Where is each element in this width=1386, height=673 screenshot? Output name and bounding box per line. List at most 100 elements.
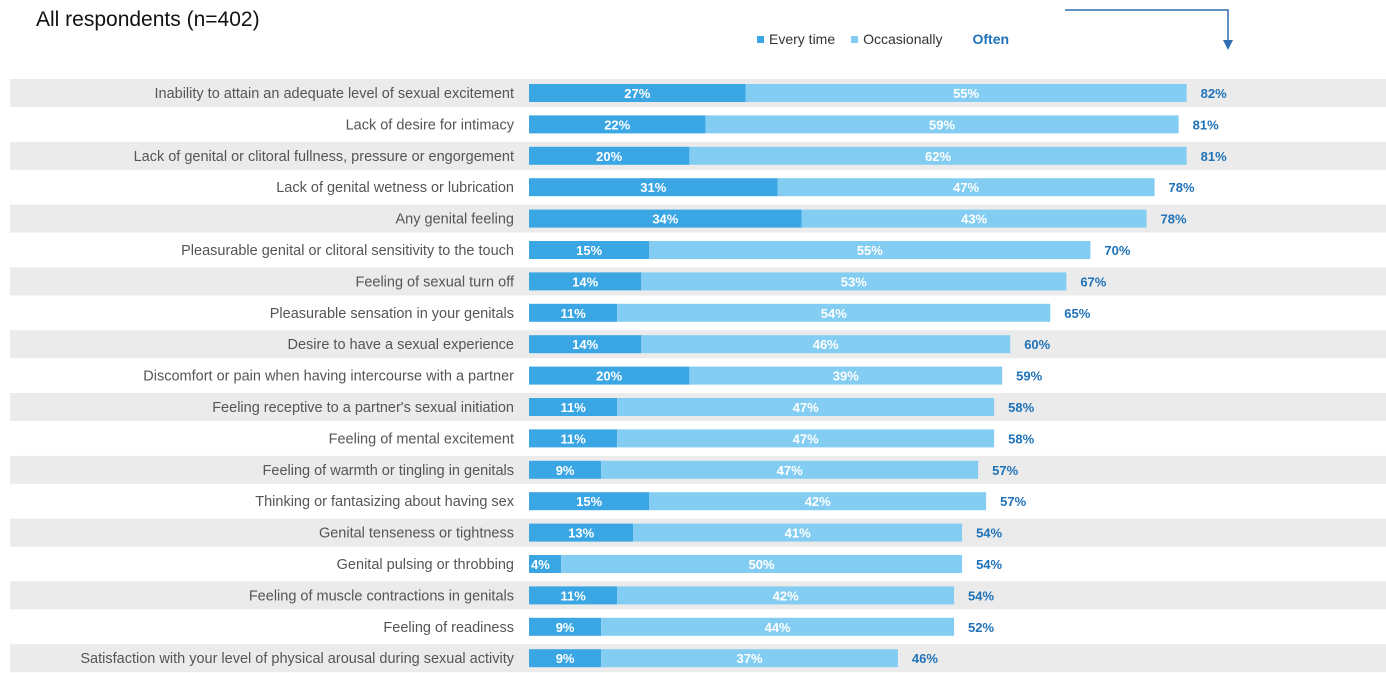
category-label: Lack of desire for intimacy <box>346 117 515 133</box>
bar-every-time <box>529 115 706 134</box>
data-label-total: 60% <box>1024 337 1050 352</box>
chart-title: All respondents (n=402) <box>36 8 260 31</box>
bar-occasionally <box>617 586 955 605</box>
legend-item-every-time: Every time <box>757 31 835 47</box>
data-label-occasionally: 44% <box>765 620 791 635</box>
data-label-every-time: 20% <box>596 369 622 384</box>
data-label-occasionally: 50% <box>749 557 775 572</box>
data-label-total: 65% <box>1064 306 1090 321</box>
category-label: Feeling of mental excitement <box>329 431 514 447</box>
data-label-occasionally: 47% <box>793 400 819 415</box>
bar-every-time <box>529 178 778 197</box>
bar-occasionally <box>745 84 1187 102</box>
data-label-every-time: 14% <box>572 274 598 289</box>
category-label: Any genital feeling <box>396 212 515 228</box>
legend-label-every-time: Every time <box>769 31 836 47</box>
data-label-every-time: 4% <box>531 557 550 572</box>
data-label-total: 52% <box>968 620 994 635</box>
legend-swatch-every-time <box>757 35 764 43</box>
bar-every-time <box>529 492 650 511</box>
data-label-total: 46% <box>912 651 938 666</box>
data-label-total: 78% <box>1161 212 1187 227</box>
bar-every-time <box>529 241 650 259</box>
data-label-every-time: 27% <box>624 86 650 101</box>
bar-every-time <box>529 209 802 228</box>
data-label-every-time: 22% <box>604 117 630 132</box>
bar-occasionally <box>649 492 987 511</box>
data-label-occasionally: 62% <box>925 149 951 164</box>
data-label-total: 81% <box>1193 117 1219 132</box>
data-label-total: 58% <box>1008 431 1034 446</box>
data-label-total: 54% <box>968 588 994 603</box>
category-label: Genital tenseness or tightness <box>319 526 514 542</box>
bar-occasionally <box>633 523 963 542</box>
data-label-total: 67% <box>1080 274 1106 289</box>
bar-every-time <box>529 84 746 102</box>
data-label-occasionally: 47% <box>953 180 979 195</box>
data-label-occasionally: 42% <box>805 494 831 509</box>
data-label-total: 57% <box>992 463 1018 478</box>
category-label: Desire to have a sexual experience <box>288 337 515 353</box>
data-label-occasionally: 41% <box>785 526 811 541</box>
data-label-total: 54% <box>976 526 1002 541</box>
data-label-occasionally: 59% <box>929 117 955 132</box>
data-label-occasionally: 39% <box>833 369 859 384</box>
bar-occasionally <box>601 649 898 668</box>
bar-occasionally <box>561 555 963 573</box>
category-label: Feeling of warmth or tingling in genital… <box>263 463 514 479</box>
bar-occasionally <box>641 335 1011 354</box>
bar-every-time <box>529 555 562 573</box>
bar-occasionally <box>617 398 995 416</box>
data-label-total: 57% <box>1000 494 1026 509</box>
category-label: Feeling of muscle contractions in genita… <box>249 588 514 604</box>
bar-occasionally <box>649 241 1091 259</box>
bar-occasionally <box>601 617 955 636</box>
data-label-every-time: 34% <box>652 212 678 227</box>
category-label: Satisfaction with your level of physical… <box>80 651 514 667</box>
category-label: Pleasurable sensation in your genitals <box>270 306 514 322</box>
bar-every-time <box>529 335 642 354</box>
data-label-every-time: 9% <box>556 651 575 666</box>
down-arrow-icon <box>1065 9 1233 50</box>
bar-occasionally <box>777 178 1155 197</box>
data-label-every-time: 11% <box>560 588 586 603</box>
bar-every-time <box>529 429 618 448</box>
bar-occasionally <box>617 429 995 448</box>
data-label-total: 59% <box>1016 369 1042 384</box>
data-label-every-time: 20% <box>596 149 622 164</box>
data-label-total: 58% <box>1008 400 1034 415</box>
category-label: Genital pulsing or throbbing <box>337 557 514 573</box>
legend-label-often: Often <box>972 31 1010 47</box>
category-label: Feeling of readiness <box>383 620 514 636</box>
data-label-every-time: 9% <box>556 620 575 635</box>
category-label: Lack of genital or clitoral fullness, pr… <box>134 149 514 165</box>
legend-label-occasionally: Occasionally <box>863 31 943 47</box>
data-label-occasionally: 37% <box>737 651 763 666</box>
data-label-every-time: 11% <box>560 306 586 321</box>
data-label-occasionally: 46% <box>813 337 839 352</box>
bar-occasionally <box>617 303 1051 322</box>
bar-every-time <box>529 617 602 636</box>
bar-every-time <box>529 649 602 668</box>
data-label-occasionally: 55% <box>953 86 979 101</box>
bar-occasionally <box>689 146 1187 165</box>
legend-item-occasionally: Occasionally <box>851 31 943 47</box>
data-label-every-time: 31% <box>640 180 666 195</box>
data-label-every-time: 14% <box>572 337 598 352</box>
bar-every-time <box>529 586 618 605</box>
data-label-every-time: 15% <box>576 243 602 258</box>
category-label: Lack of genital wetness or lubrication <box>276 180 514 196</box>
data-label-occasionally: 55% <box>857 243 883 258</box>
data-label-total: 78% <box>1169 180 1195 195</box>
data-label-occasionally: 53% <box>841 274 867 289</box>
data-label-occasionally: 47% <box>793 431 819 446</box>
category-label: Feeling receptive to a partner's sexual … <box>212 400 514 416</box>
data-label-total: 82% <box>1201 86 1227 101</box>
bar-every-time <box>529 523 634 542</box>
bar-occasionally <box>689 366 1003 385</box>
bar-every-time <box>529 303 618 322</box>
data-label-every-time: 11% <box>560 400 586 415</box>
category-label: Discomfort or pain when having intercour… <box>143 369 514 385</box>
data-label-every-time: 11% <box>560 431 586 446</box>
